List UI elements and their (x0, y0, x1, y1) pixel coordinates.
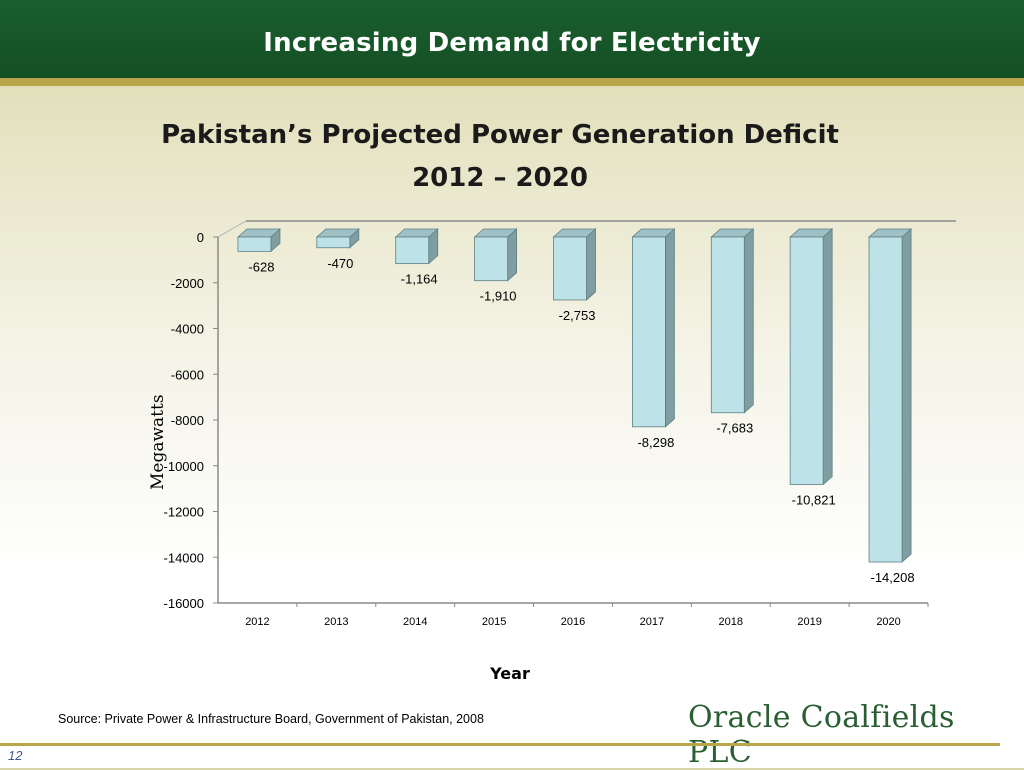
bar-side (743, 228, 754, 414)
data-label: -628 (248, 259, 274, 274)
page-number: 12 (8, 748, 23, 763)
bar (316, 236, 351, 249)
data-label: -470 (327, 256, 353, 271)
slide-title: Increasing Demand for Electricity (263, 28, 761, 58)
company-logo: Oracle Coalfields PLC (688, 700, 955, 770)
x-tick-label: 2012 (245, 616, 269, 628)
data-label: -1,910 (480, 289, 517, 304)
y-tick-label: -2000 (171, 276, 204, 291)
x-tick-label: 2020 (876, 616, 900, 628)
x-tick-label: 2016 (561, 616, 585, 628)
bar-side (664, 228, 675, 428)
bar-side (822, 228, 833, 486)
data-label: -7,683 (716, 421, 753, 436)
bar (631, 236, 666, 428)
y-tick-label: -10000 (164, 459, 204, 474)
y-tick-label: -6000 (171, 367, 204, 382)
x-tick-label: 2014 (403, 616, 427, 628)
bar (395, 236, 430, 265)
y-tick-label: -16000 (164, 596, 204, 611)
bar (474, 236, 509, 282)
bar-side (507, 228, 518, 282)
bar (553, 236, 587, 301)
data-label: -1,164 (401, 272, 438, 287)
data-label: -14,208 (871, 570, 915, 585)
x-tick-label: 2019 (797, 616, 821, 628)
x-tick-label: 2013 (324, 616, 348, 628)
source-note: Source: Private Power & Infrastructure B… (58, 712, 484, 726)
x-tick-label: 2018 (719, 616, 743, 628)
y-tick-label: -14000 (164, 550, 204, 565)
slide-header: Increasing Demand for Electricity (0, 0, 1024, 86)
bar (868, 236, 903, 563)
chart-title-line1: Pakistan’s Projected Power Generation De… (161, 120, 839, 150)
footer-divider (0, 743, 1000, 746)
y-tick-label: -8000 (171, 413, 204, 428)
data-label: -10,821 (792, 493, 836, 508)
x-axis-label: Year (490, 664, 530, 683)
bar (789, 236, 824, 485)
bar (710, 236, 745, 414)
y-axis-label: Megawatts (148, 394, 168, 490)
bar-side (901, 228, 912, 563)
data-label: -8,298 (637, 435, 674, 450)
y-tick-label: -12000 (164, 505, 204, 520)
y-tick-label: 0 (197, 230, 204, 245)
chart-title-line2: 2012 – 2020 (412, 163, 588, 193)
y-tick-label: -4000 (171, 322, 204, 337)
bar-side (586, 228, 596, 301)
x-tick-label: 2017 (640, 616, 664, 628)
x-tick-label: 2015 (482, 616, 506, 628)
plot-corner-edge (217, 220, 247, 238)
data-label: -2,753 (559, 308, 596, 323)
bar (237, 236, 272, 252)
